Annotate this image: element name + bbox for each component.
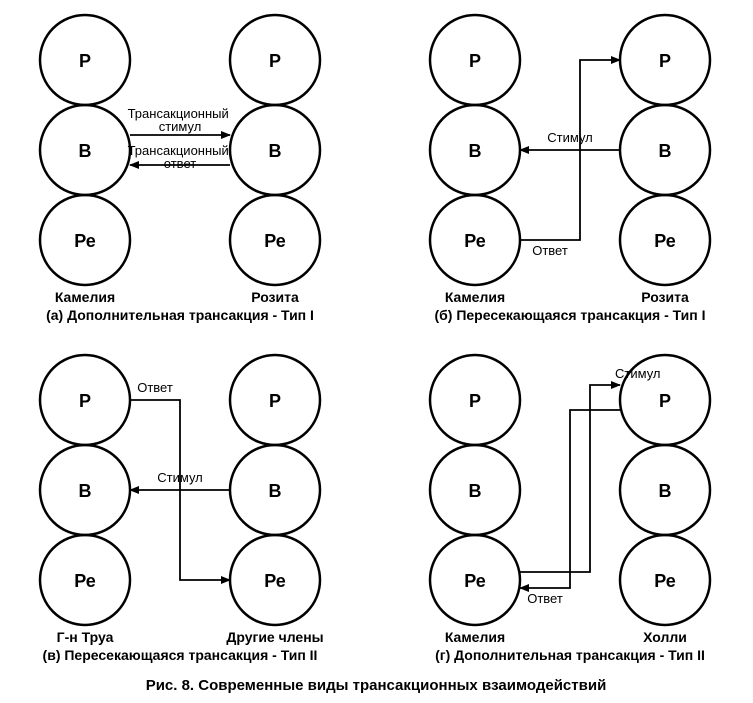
label-left-bot: Ре [74, 231, 96, 251]
figure-svg: Р В Ре Р В Ре Трансакционный стимул Тран… [0, 0, 753, 703]
label-left-top: Р [469, 391, 481, 411]
label-left-mid: В [79, 481, 92, 501]
left-name: Камелия [445, 629, 505, 645]
label-right-mid: В [659, 141, 672, 161]
right-name: Розита [251, 289, 299, 305]
figure-main-caption: Рис. 8. Современные виды трансакционных … [146, 677, 607, 694]
arrow-response-label: Ответ [532, 243, 568, 258]
label-right-mid: В [269, 481, 282, 501]
label-right-top: Р [659, 51, 671, 71]
label-right-mid: В [269, 141, 282, 161]
label-right-bot: Ре [654, 571, 676, 591]
panel-caption: (б) Пересекающаяся трансакция - Тип I [434, 307, 705, 323]
label-right-top: Р [269, 391, 281, 411]
label-left-top: Р [469, 51, 481, 71]
left-name: Г-н Труа [57, 629, 114, 645]
label-left-bot: Ре [74, 571, 96, 591]
label-left-mid: В [79, 141, 92, 161]
label-right-bot: Ре [264, 231, 286, 251]
arrow-response [520, 410, 620, 588]
label-left-mid: В [469, 481, 482, 501]
panel-caption: (а) Дополнительная трансакция - Тип I [46, 307, 314, 323]
figure-container: Р В Ре Р В Ре Трансакционный стимул Тран… [0, 0, 753, 703]
right-name: Холли [643, 629, 687, 645]
label-right-bot: Ре [264, 571, 286, 591]
right-name: Другие члены [226, 629, 323, 645]
label-right-top: Р [269, 51, 281, 71]
panel-c: Р В Ре Р В Ре Стимул Ответ Г-н Труа Друг… [40, 355, 324, 663]
left-name: Камелия [445, 289, 505, 305]
arrow-stimulus-label: Стимул [615, 366, 661, 381]
panel-d: Р В Ре Р В Ре Стимул Ответ Камелия Холли… [430, 355, 710, 663]
arrow-response-label: Трансакционный ответ [128, 143, 233, 171]
label-right-top: Р [659, 391, 671, 411]
left-name: Камелия [55, 289, 115, 305]
label-left-bot: Ре [464, 571, 486, 591]
label-left-bot: Ре [464, 231, 486, 251]
panel-a: Р В Ре Р В Ре Трансакционный стимул Тран… [40, 15, 320, 323]
label-left-top: Р [79, 391, 91, 411]
panel-caption: (в) Пересекающаяся трансакция - Тип II [43, 647, 318, 663]
panel-caption: (г) Дополнительная трансакция - Тип II [435, 647, 705, 663]
label-right-mid: В [659, 481, 672, 501]
arrow-response-label: Ответ [527, 591, 563, 606]
label-left-top: Р [79, 51, 91, 71]
arrow-response-label: Ответ [137, 380, 173, 395]
arrow-stimulus-label: Трансакционный стимул [128, 106, 233, 134]
panel-b: Р В Ре Р В Ре Стимул Ответ Камелия Розит… [430, 15, 710, 323]
arrow-stimulus-label: Стимул [547, 130, 593, 145]
right-name: Розита [641, 289, 689, 305]
label-right-bot: Ре [654, 231, 676, 251]
label-left-mid: В [469, 141, 482, 161]
